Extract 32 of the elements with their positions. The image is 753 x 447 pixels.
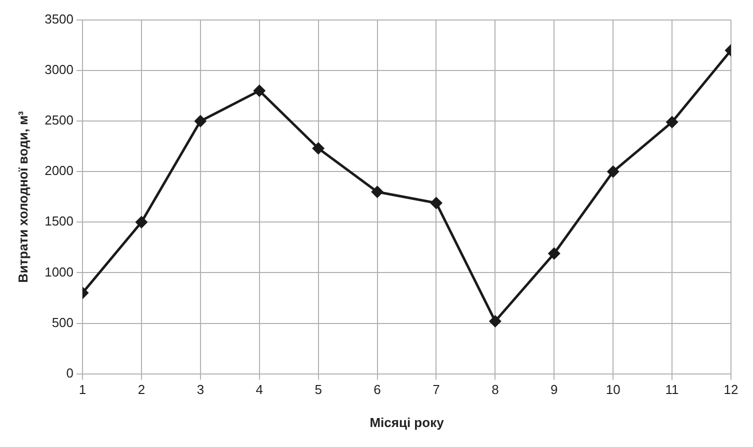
- point: [607, 166, 619, 178]
- x-tick-label: 10: [606, 382, 620, 398]
- point: [254, 85, 266, 97]
- x-tick-label: 12: [724, 382, 738, 398]
- y-tick-label: 2500: [44, 112, 74, 128]
- point: [489, 315, 501, 327]
- point: [430, 197, 442, 209]
- x-tick-label: 3: [196, 382, 204, 398]
- x-tick-label: 2: [138, 382, 146, 398]
- x-tick-label: 1: [78, 382, 86, 398]
- y-tick-label: 3000: [44, 62, 74, 78]
- x-tick-label: 7: [432, 382, 440, 398]
- point: [666, 116, 678, 128]
- point: [548, 248, 560, 260]
- y-tick-label: 1000: [44, 264, 74, 280]
- point: [372, 186, 384, 198]
- y-tick-label: 0: [66, 365, 74, 380]
- x-tick-label: 4: [256, 382, 263, 398]
- x-tick-label: 5: [314, 382, 322, 398]
- x-tick-label: 11: [665, 382, 679, 398]
- y-tick-label: 3500: [44, 12, 74, 27]
- x-tick-label: 9: [550, 382, 558, 398]
- y-tick-label: 1500: [44, 214, 74, 229]
- x-tick-label: 6: [374, 382, 381, 398]
- point: [194, 115, 206, 127]
- y-axis-title: Витрати холодної води, м³: [15, 110, 30, 283]
- point: [312, 142, 324, 154]
- x-tick-label: 8: [492, 382, 499, 398]
- x-axis-title: Місяці року: [370, 414, 445, 430]
- point: [136, 216, 148, 228]
- y-tick-label: 2000: [44, 163, 74, 178]
- y-tick-label: 500: [52, 314, 74, 330]
